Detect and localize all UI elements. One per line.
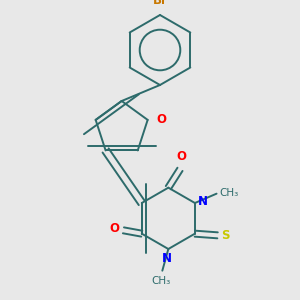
Text: S: S bbox=[222, 229, 230, 242]
Text: Br: Br bbox=[153, 0, 167, 7]
Text: N: N bbox=[162, 252, 172, 265]
Text: N: N bbox=[198, 195, 208, 208]
Text: O: O bbox=[177, 150, 187, 163]
Text: O: O bbox=[110, 222, 119, 235]
Text: CH₃: CH₃ bbox=[151, 276, 170, 286]
Text: O: O bbox=[156, 113, 166, 126]
Text: CH₃: CH₃ bbox=[219, 188, 238, 198]
